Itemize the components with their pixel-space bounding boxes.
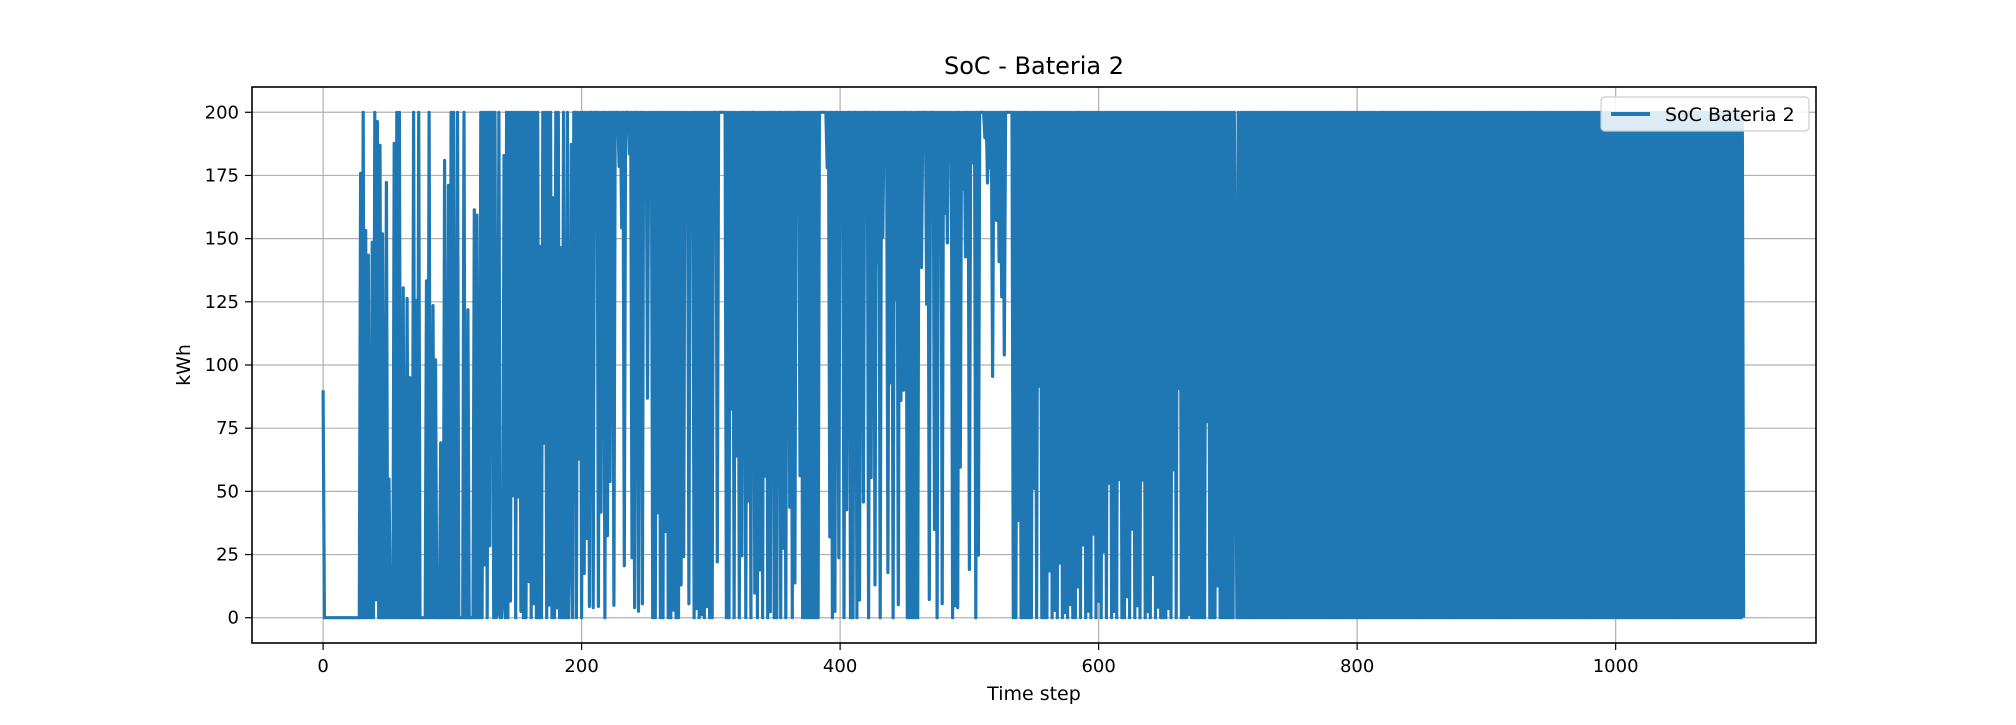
x-tick-label: 400 <box>823 656 857 677</box>
y-axis-ticks: 0 25 50 75 100 125 150 175 200 <box>205 102 252 629</box>
x-axis-ticks: 0 200 400 600 800 1000 <box>317 643 1639 677</box>
y-tick-label: 100 <box>205 355 239 376</box>
x-tick-label: 200 <box>564 656 598 677</box>
y-tick-label: 75 <box>216 418 239 439</box>
x-axis-label: Time step <box>986 683 1081 705</box>
y-tick-label: 175 <box>205 165 239 186</box>
x-tick-label: 0 <box>317 656 328 677</box>
x-tick-label: 1000 <box>1593 656 1639 677</box>
y-tick-label: 125 <box>205 292 239 313</box>
y-axis-label: kWh <box>173 344 195 386</box>
legend-box <box>1600 96 1810 132</box>
y-tick-label: 200 <box>205 102 239 123</box>
legend: SoC Bateria 2 <box>1600 96 1810 132</box>
series-line-soc-bateria-2 <box>321 110 1746 620</box>
plot-area <box>321 110 1746 620</box>
y-tick-label: 150 <box>205 229 239 250</box>
y-tick-label: 0 <box>228 608 239 629</box>
y-tick-label: 50 <box>216 481 239 502</box>
y-tick-label: 25 <box>216 545 239 566</box>
x-tick-label: 800 <box>1340 656 1374 677</box>
chart-title: SoC - Bateria 2 <box>944 52 1124 80</box>
x-tick-label: 600 <box>1081 656 1115 677</box>
legend-label-soc-bateria-2: SoC Bateria 2 <box>1665 104 1795 126</box>
